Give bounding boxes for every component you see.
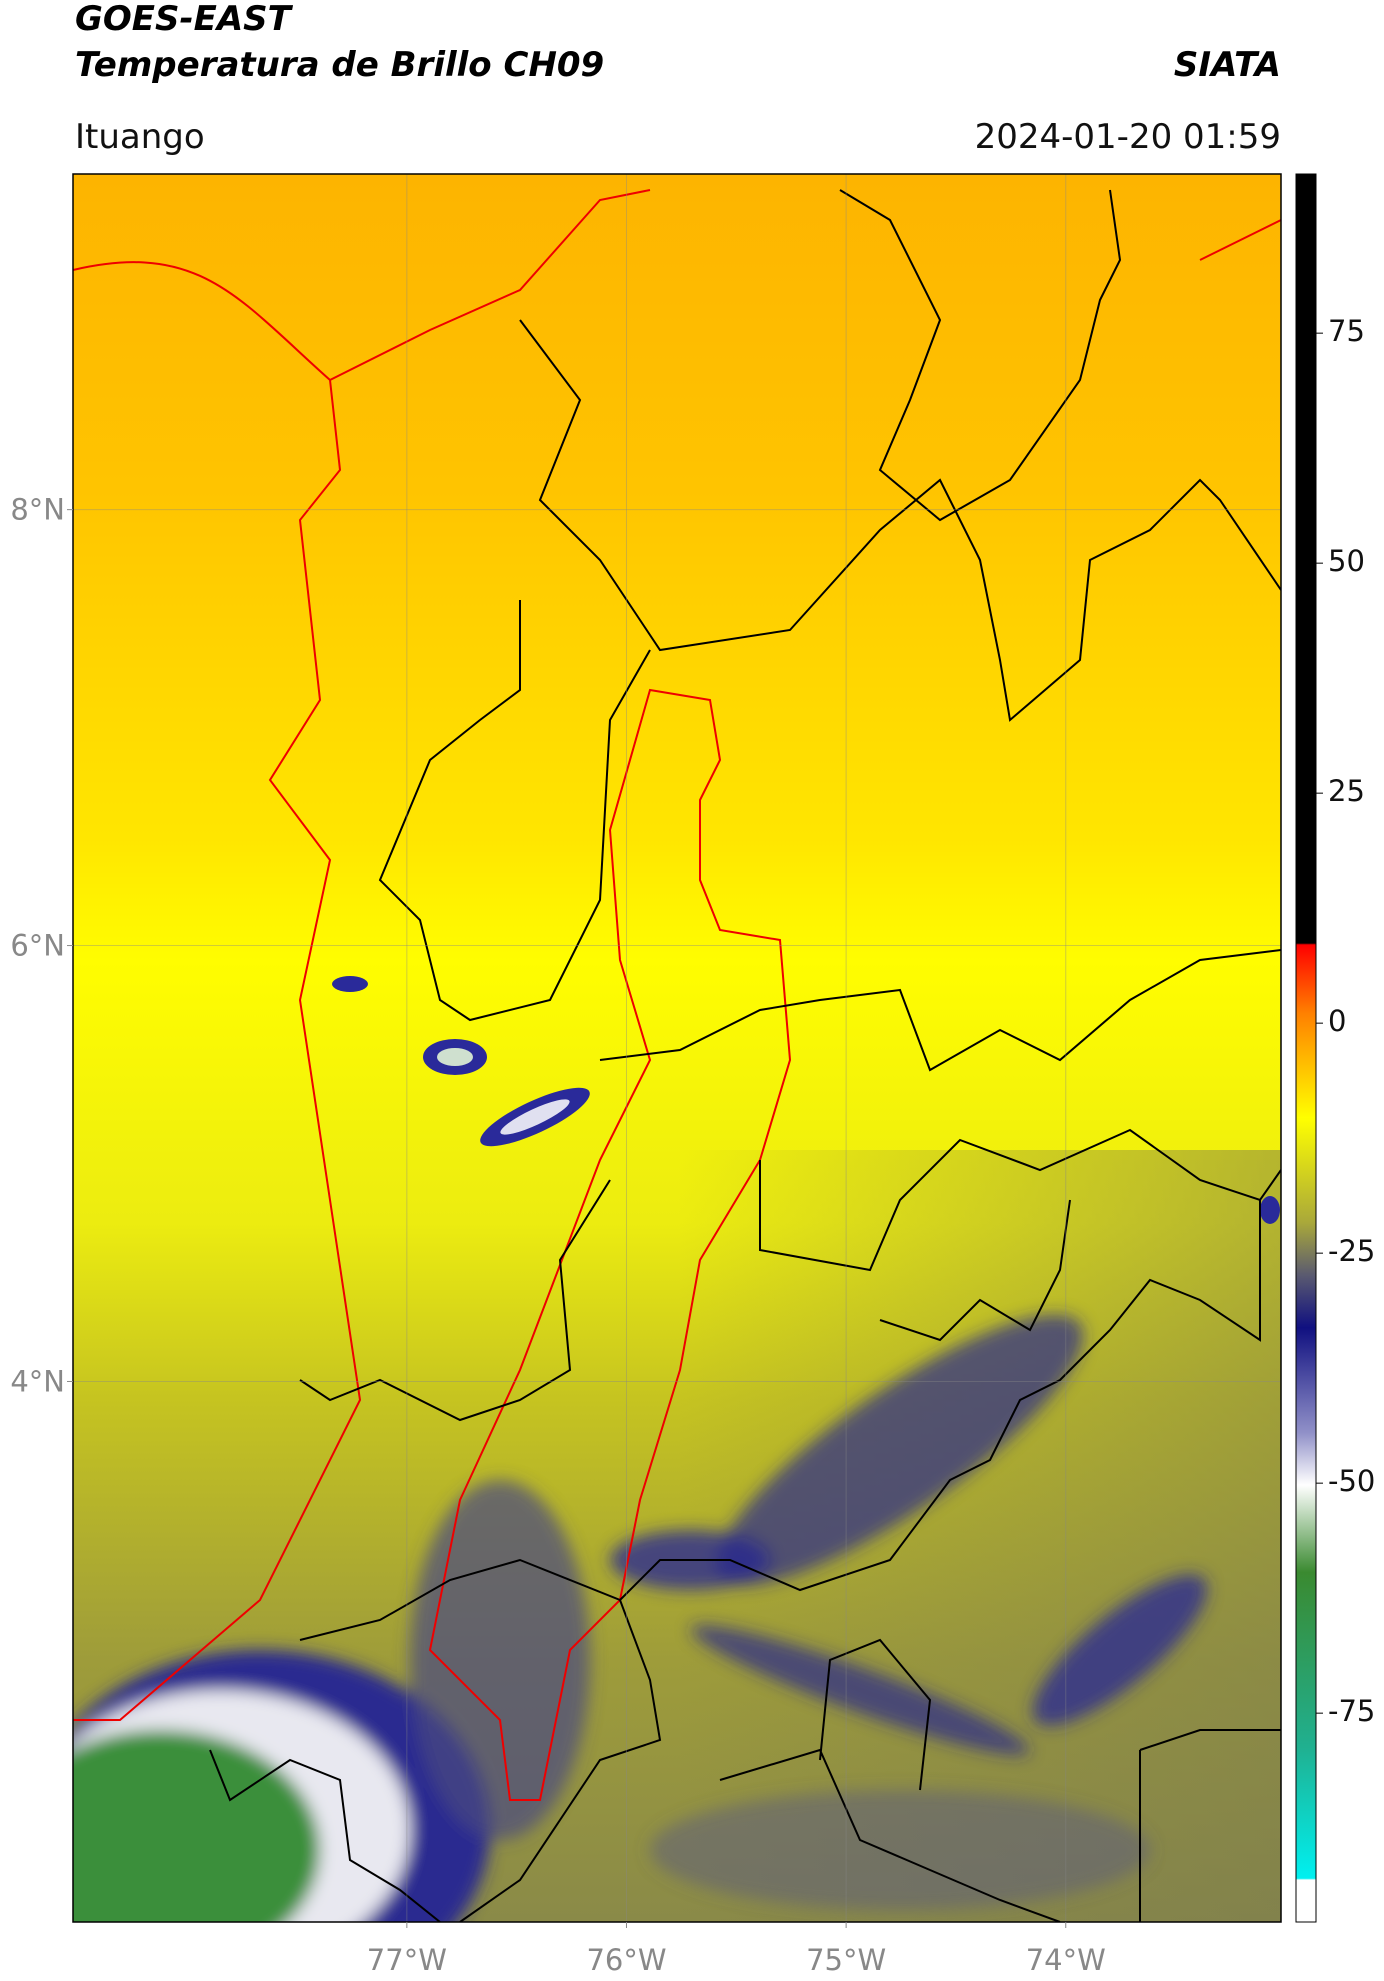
- colorbar-tick-label: 0: [1328, 1004, 1346, 1038]
- datetime: 2024-01-20 01:59: [975, 117, 1281, 157]
- y-tick-label: 4°N: [10, 1364, 65, 1398]
- y-tick-label: 8°N: [10, 493, 65, 527]
- colorbar-tick-label: -25: [1328, 1234, 1375, 1268]
- subtitle: Temperatura de Brillo CH09: [75, 45, 604, 85]
- x-tick-label: 74°W: [1026, 1943, 1106, 1977]
- brand: SIATA: [1174, 45, 1281, 85]
- x-tick-label: 77°W: [367, 1943, 447, 1977]
- colorbar-tick-label: 50: [1328, 544, 1365, 578]
- x-tick-label: 75°W: [806, 1943, 886, 1977]
- y-tick-label: 6°N: [10, 929, 65, 963]
- map-field: [73, 174, 1281, 1922]
- colorbar-tick-label: -75: [1328, 1694, 1375, 1728]
- x-tick-label: 76°W: [586, 1943, 666, 1977]
- colorbar-tick-label: 25: [1328, 774, 1365, 808]
- colorbar: [1295, 173, 1317, 1923]
- graticule: [73, 174, 1281, 1922]
- colorbar-tick-label: 75: [1328, 314, 1365, 348]
- colorbar-tick-label: -50: [1328, 1464, 1375, 1498]
- map-frame: [72, 173, 1282, 1923]
- location: Ituango: [75, 117, 205, 157]
- title: GOES-EAST: [75, 0, 294, 39]
